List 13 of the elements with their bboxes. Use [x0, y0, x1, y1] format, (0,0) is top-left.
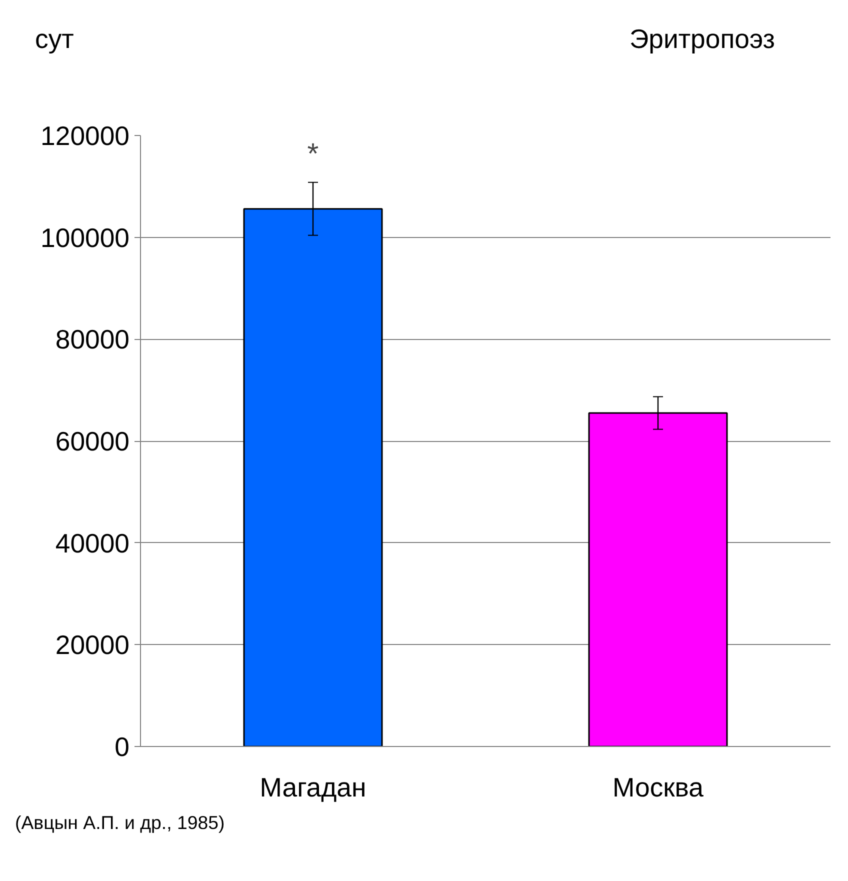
- x-tick-label: Москва: [612, 772, 704, 802]
- y-tick-label: 40000: [55, 528, 130, 558]
- y-tick-label: 100000: [40, 222, 130, 253]
- y-tick-label: 60000: [55, 426, 130, 456]
- y-tick-label: 20000: [55, 630, 130, 660]
- y-tick-label: 0: [114, 732, 130, 762]
- text: (Авцын А.П. и др., 1985): [14, 811, 225, 835]
- x-tick-label: Магадан: [260, 772, 366, 802]
- annotation: *: [307, 137, 319, 170]
- y-tick-label: 120000: [40, 121, 130, 151]
- chart-title: Эритропоэз: [629, 23, 776, 56]
- y-tick-label: 80000: [55, 324, 130, 355]
- y-axis-title: сут: [34, 23, 74, 56]
